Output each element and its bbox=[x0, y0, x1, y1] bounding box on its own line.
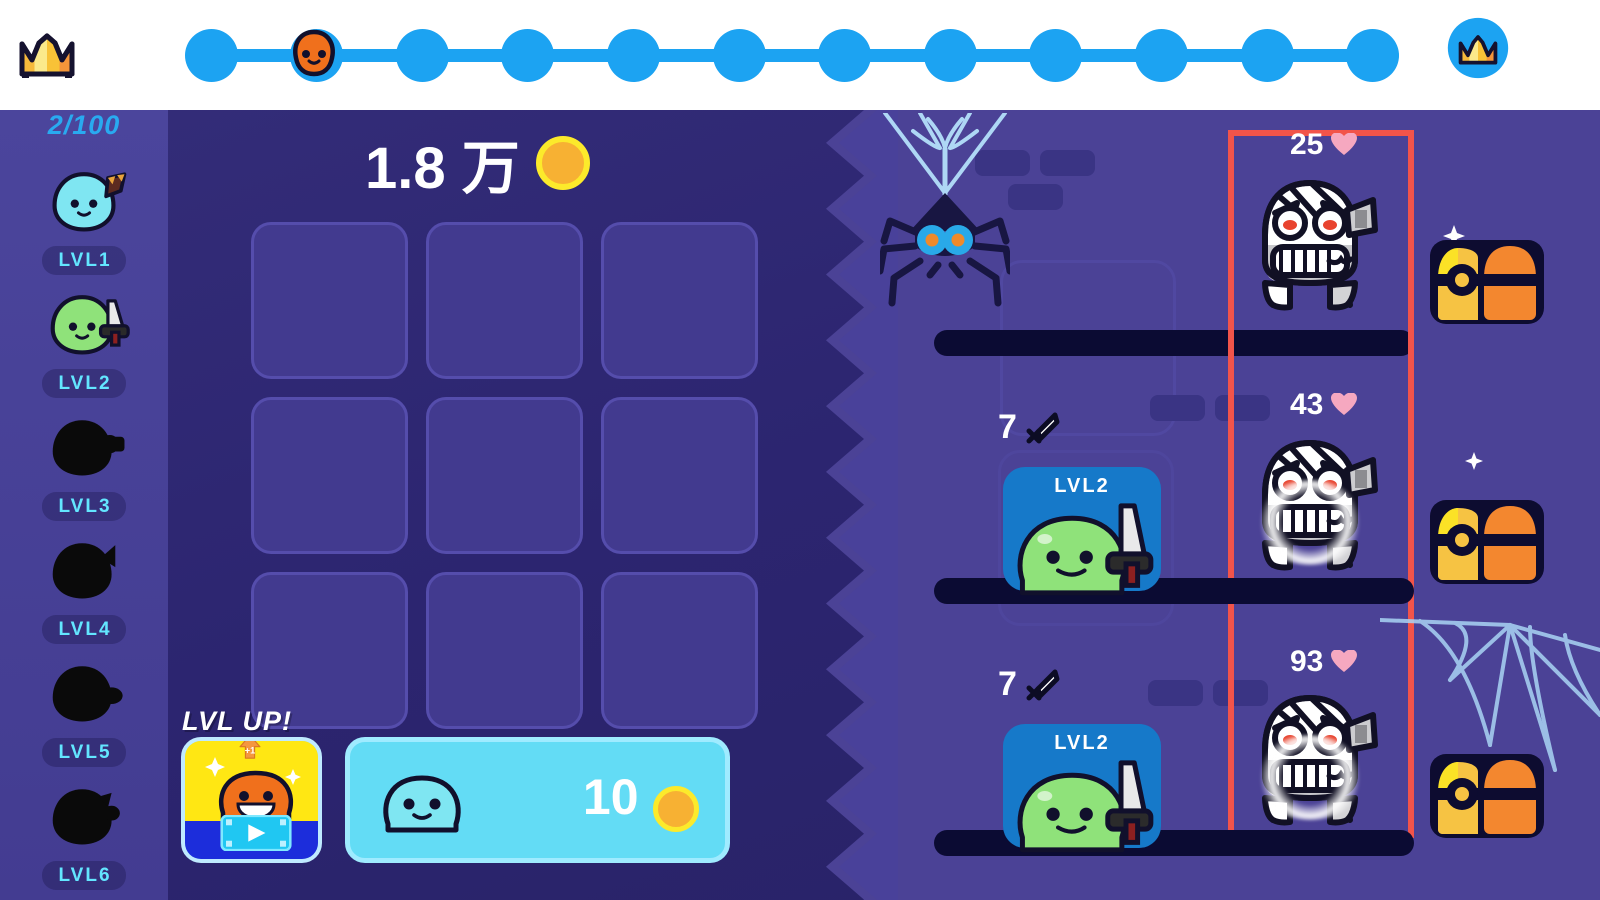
svg-text:+1: +1 bbox=[245, 746, 255, 756]
